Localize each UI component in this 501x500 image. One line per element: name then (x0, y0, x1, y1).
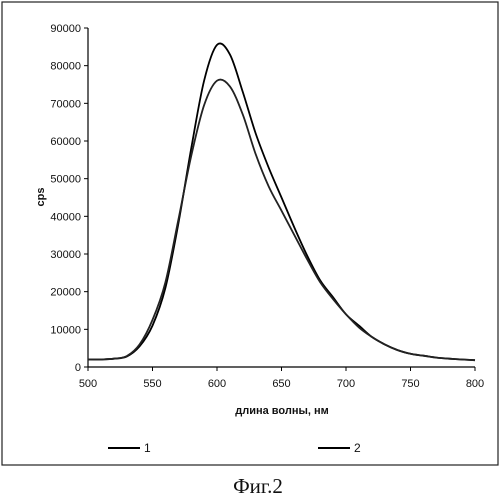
legend-label-series-2: 2 (354, 441, 361, 455)
y-tick-label: 20000 (50, 287, 81, 299)
y-tick-label: 50000 (50, 174, 81, 186)
figure-caption: Фиг.2 (233, 474, 283, 498)
x-tick-label: 550 (143, 378, 161, 390)
y-tick-label: 90000 (50, 23, 81, 35)
y-tick-label: 80000 (50, 61, 81, 73)
y-tick-label: 40000 (50, 211, 81, 223)
y-tick-group: 0 10000 20000 30000 40000 50000 60000 70000 8000… (50, 23, 88, 374)
x-tick-label: 500 (79, 378, 97, 390)
y-tick-label: 10000 (50, 324, 81, 336)
x-axis-label: длина волны, нм (235, 405, 329, 417)
y-tick-label: 70000 (50, 98, 81, 110)
legend: 1 2 (108, 441, 361, 455)
x-tick-label: 600 (208, 378, 226, 390)
x-tick-label: 650 (272, 378, 290, 390)
y-axis-label: cps (35, 188, 47, 207)
series-lines (88, 43, 475, 360)
x-tick-label: 800 (466, 378, 484, 390)
series-line-1 (88, 43, 475, 360)
y-tick-label: 0 (75, 362, 81, 374)
x-tick-group: 500 550 600 650 700 750 800 (79, 367, 484, 390)
x-tick-label: 700 (337, 378, 355, 390)
x-tick-label: 750 (401, 378, 419, 390)
series-line-2 (88, 79, 475, 360)
y-tick-label: 60000 (50, 136, 81, 148)
legend-label-series-1: 1 (144, 441, 151, 455)
y-tick-label: 30000 (50, 249, 81, 261)
